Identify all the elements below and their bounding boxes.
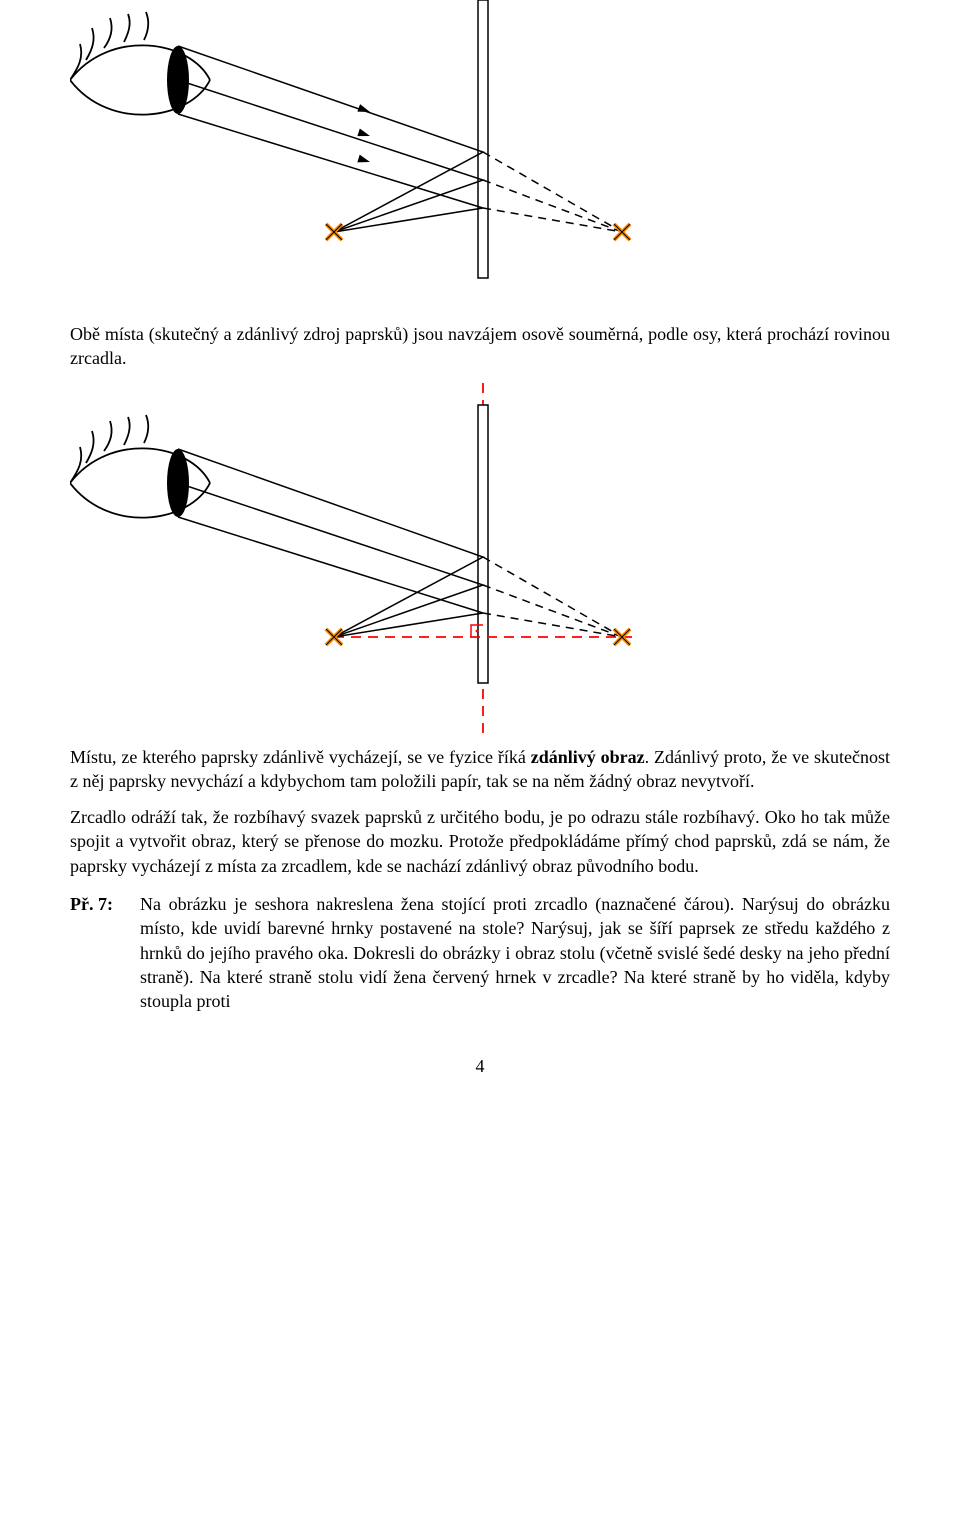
paragraph-virtual-image: Místu, ze kterého paprsky zdánlivě vychá… — [70, 745, 890, 794]
exercise-7: Př. 7: Na obrázku je seshora nakreslena … — [70, 892, 890, 1013]
para2-pre: Místu, ze kterého paprsky zdánlivě vychá… — [70, 747, 531, 767]
mirror-diagram-1 — [70, 0, 890, 310]
page-number: 4 — [70, 1054, 890, 1078]
exercise-body: Na obrázku je seshora nakreslena žena st… — [140, 892, 890, 1013]
exercise-label: Př. 7: — [70, 892, 140, 1013]
paragraph-reflection-explain: Zrcadlo odráží tak, že rozbíhavý svazek … — [70, 805, 890, 878]
mirror-diagram-2 — [70, 383, 890, 733]
para2-bold: zdánlivý obraz — [531, 747, 645, 767]
paragraph-symmetry: Obě místa (skutečný a zdánlivý zdroj pap… — [70, 322, 890, 371]
